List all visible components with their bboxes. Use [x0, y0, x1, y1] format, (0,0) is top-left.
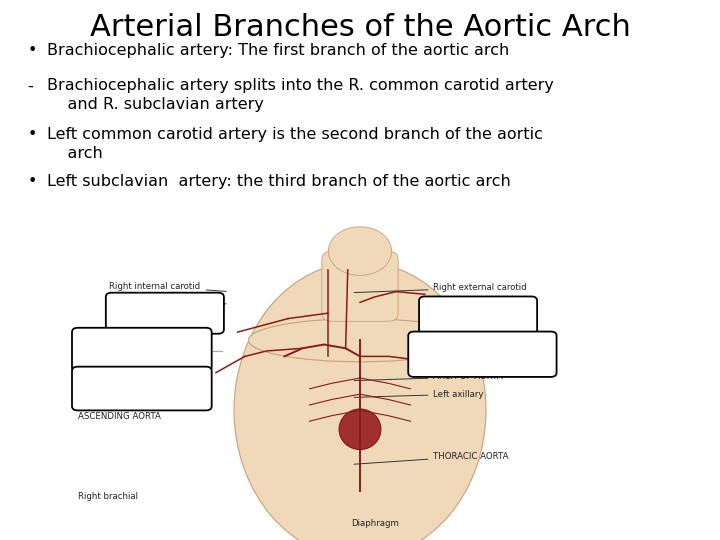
Text: Brachiocephalic artery splits into the R. common carotid artery
    and R. subcl: Brachiocephalic artery splits into the R…: [47, 78, 554, 112]
Text: Brachiocephalic artery: The first branch of the aortic arch: Brachiocephalic artery: The first branch…: [47, 43, 509, 58]
Text: Right brachial: Right brachial: [78, 492, 138, 501]
FancyBboxPatch shape: [106, 293, 224, 334]
Text: Right internal carotid: Right internal carotid: [109, 282, 226, 292]
Text: ARCH OF AORTA: ARCH OF AORTA: [354, 373, 503, 381]
Text: Left common carotid artery is the second branch of the aortic
    arch: Left common carotid artery is the second…: [47, 127, 543, 160]
Text: Left axillary: Left axillary: [354, 390, 484, 399]
Text: Right external carotid: Right external carotid: [354, 284, 527, 293]
Text: Right vertebral: Right vertebral: [109, 295, 226, 304]
Text: Diaphragm: Diaphragm: [351, 519, 399, 528]
FancyBboxPatch shape: [72, 328, 212, 372]
Text: •: •: [27, 127, 37, 142]
FancyBboxPatch shape: [72, 367, 212, 410]
Text: •: •: [27, 174, 37, 189]
Text: •: •: [27, 43, 37, 58]
Text: Arterial Branches of the Aortic Arch: Arterial Branches of the Aortic Arch: [89, 14, 631, 43]
FancyBboxPatch shape: [322, 251, 398, 321]
Ellipse shape: [248, 319, 472, 362]
Text: -: -: [27, 78, 33, 93]
Text: Left subclavian  artery: the third branch of the aortic arch: Left subclavian artery: the third branch…: [47, 174, 510, 189]
Ellipse shape: [328, 227, 392, 275]
Ellipse shape: [339, 409, 381, 449]
FancyBboxPatch shape: [419, 296, 537, 336]
Ellipse shape: [234, 262, 486, 540]
FancyBboxPatch shape: [408, 332, 557, 377]
Text: THORACIC AORTA: THORACIC AORTA: [354, 452, 509, 464]
Text: ASCENDING AORTA: ASCENDING AORTA: [78, 413, 161, 421]
